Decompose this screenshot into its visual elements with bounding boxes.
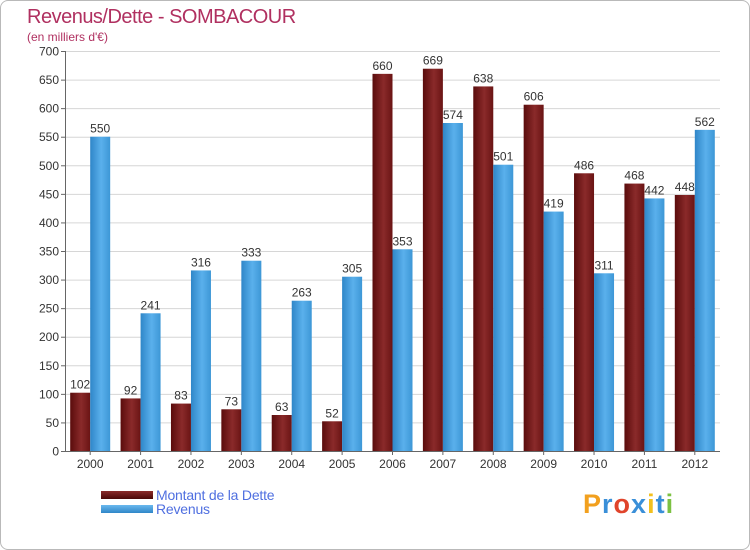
value-label-revenus-2007: 574 bbox=[443, 108, 463, 122]
y-tick-label: 350 bbox=[39, 245, 59, 259]
bar-revenus-2009 bbox=[543, 211, 564, 451]
x-tick-label-2004: 2004 bbox=[278, 457, 305, 471]
bar-debt-2000 bbox=[70, 392, 91, 451]
legend-item-debt: Montant de la Dette bbox=[101, 487, 275, 503]
value-label-debt-2000: 102 bbox=[70, 378, 90, 392]
value-label-debt-2007: 669 bbox=[423, 54, 443, 68]
bar-debt-2003 bbox=[221, 409, 242, 451]
legend-label-revenus: Revenus bbox=[156, 501, 210, 517]
legend-item-revenus: Revenus bbox=[101, 501, 210, 517]
bar-debt-2008 bbox=[473, 86, 494, 451]
y-tick-label: 650 bbox=[39, 73, 59, 87]
bar-revenus-2001 bbox=[140, 313, 161, 451]
value-label-debt-2004: 63 bbox=[275, 400, 289, 414]
value-label-revenus-2006: 353 bbox=[392, 234, 412, 248]
x-tick-label-2000: 2000 bbox=[77, 457, 104, 471]
bar-revenus-2005 bbox=[342, 276, 363, 451]
bar-revenus-2010 bbox=[594, 273, 615, 451]
legend-swatch-debt bbox=[101, 491, 153, 499]
value-label-debt-2010: 486 bbox=[574, 158, 594, 172]
x-tick-label-2006: 2006 bbox=[379, 457, 406, 471]
value-label-revenus-2001: 241 bbox=[141, 298, 161, 312]
y-tick-label: 150 bbox=[39, 359, 59, 373]
value-label-revenus-2008: 501 bbox=[493, 150, 513, 164]
y-tick-label: 550 bbox=[39, 130, 59, 144]
y-tick-label: 100 bbox=[39, 387, 59, 401]
logo-letter: P bbox=[583, 489, 603, 519]
bar-debt-2007 bbox=[422, 68, 443, 451]
bar-revenus-2006 bbox=[392, 249, 413, 451]
value-label-debt-2005: 52 bbox=[325, 406, 339, 420]
bar-debt-2005 bbox=[322, 421, 343, 451]
x-tick-label-2010: 2010 bbox=[581, 457, 608, 471]
value-label-revenus-2000: 550 bbox=[90, 122, 110, 136]
y-tick-label: 0 bbox=[52, 445, 59, 459]
proxiti-logo: Proxiti bbox=[583, 489, 674, 520]
bar-revenus-2007 bbox=[442, 123, 463, 451]
bar-revenus-2002 bbox=[190, 270, 211, 451]
y-tick-label: 400 bbox=[39, 216, 59, 230]
legend-swatch-revenus bbox=[101, 505, 153, 513]
bar-debt-2001 bbox=[120, 398, 141, 451]
logo-letter: x bbox=[631, 489, 648, 519]
logo-letter: t bbox=[655, 489, 666, 519]
chart-subtitle: (en milliers d'€) bbox=[27, 30, 108, 44]
y-tick-label: 700 bbox=[39, 45, 59, 59]
value-label-revenus-2003: 333 bbox=[241, 246, 261, 260]
y-tick-label: 300 bbox=[39, 273, 59, 287]
value-label-debt-2006: 660 bbox=[372, 59, 392, 73]
value-label-revenus-2010: 311 bbox=[594, 258, 613, 272]
value-label-debt-2011: 468 bbox=[624, 169, 644, 183]
x-tick-label-2011: 2011 bbox=[632, 457, 658, 471]
value-label-revenus-2005: 305 bbox=[342, 262, 362, 276]
bar-revenus-2008 bbox=[493, 164, 514, 451]
x-tick-label-2002: 2002 bbox=[178, 457, 205, 471]
y-tick-label: 250 bbox=[39, 302, 59, 316]
value-label-revenus-2004: 263 bbox=[292, 286, 312, 300]
logo-letter: i bbox=[647, 489, 656, 519]
bar-debt-2010 bbox=[574, 173, 595, 452]
logo-letter: o bbox=[613, 489, 632, 519]
x-tick-label-2007: 2007 bbox=[430, 457, 457, 471]
bar-revenus-2004 bbox=[291, 300, 312, 451]
x-tick-label-2012: 2012 bbox=[681, 457, 708, 471]
x-tick-label-2009: 2009 bbox=[530, 457, 557, 471]
value-label-debt-2008: 638 bbox=[473, 71, 493, 85]
bar-revenus-2011 bbox=[644, 198, 665, 451]
logo-letter: i bbox=[665, 489, 675, 519]
bar-revenus-2000 bbox=[90, 136, 111, 451]
bar-debt-2011 bbox=[624, 183, 645, 452]
value-label-debt-2009: 606 bbox=[524, 90, 544, 104]
bar-debt-2002 bbox=[170, 403, 191, 451]
value-label-debt-2001: 92 bbox=[124, 383, 138, 397]
bar-debt-2009 bbox=[523, 104, 544, 451]
y-tick-label: 50 bbox=[46, 416, 60, 430]
bar-revenus-2003 bbox=[241, 260, 262, 451]
y-tick-label: 500 bbox=[39, 159, 59, 173]
x-tick-label-2001: 2001 bbox=[127, 457, 154, 471]
bar-debt-2012 bbox=[674, 195, 695, 451]
value-label-revenus-2009: 419 bbox=[544, 197, 564, 211]
x-tick-label-2003: 2003 bbox=[228, 457, 255, 471]
bar-revenus-2012 bbox=[694, 129, 715, 451]
value-label-revenus-2011: 442 bbox=[644, 183, 664, 197]
y-tick-label: 200 bbox=[39, 330, 59, 344]
logo-letter: r bbox=[602, 489, 614, 519]
chart-title: Revenus/Dette - SOMBACOUR bbox=[27, 6, 296, 28]
bar-debt-2004 bbox=[271, 415, 292, 451]
value-label-debt-2002: 83 bbox=[174, 389, 188, 403]
y-tick-label: 600 bbox=[39, 102, 59, 116]
y-tick-label: 450 bbox=[39, 187, 59, 201]
legend-label-debt: Montant de la Dette bbox=[156, 487, 275, 503]
x-tick-label-2008: 2008 bbox=[480, 457, 507, 471]
value-label-revenus-2012: 562 bbox=[695, 115, 715, 129]
value-label-debt-2003: 73 bbox=[225, 394, 239, 408]
value-label-revenus-2002: 316 bbox=[191, 255, 211, 269]
bar-debt-2006 bbox=[372, 73, 393, 451]
value-label-debt-2012: 448 bbox=[675, 180, 695, 194]
x-tick-label-2005: 2005 bbox=[329, 457, 356, 471]
